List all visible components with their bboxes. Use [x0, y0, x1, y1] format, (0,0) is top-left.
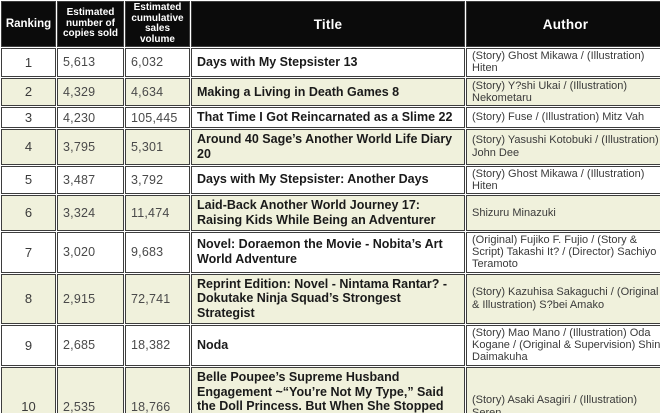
- column-header-cumulative-sales: Estimated cumulative sales volume: [125, 1, 190, 47]
- title-cell: Laid-Back Another World Journey 17: Rais…: [191, 195, 465, 231]
- copies-sold-cell: 3,324: [57, 195, 124, 231]
- cumulative-sales-cell: 72,741: [125, 273, 190, 324]
- table-body: 1 5,613 6,032 Days with My Stepsister 13…: [1, 48, 660, 413]
- title-cell: Belle Poupee’s Supreme Husband Engagemen…: [191, 366, 465, 413]
- copies-sold-cell: 4,230: [57, 107, 124, 128]
- copies-sold-cell: 5,613: [57, 48, 124, 77]
- title-cell: Noda: [191, 324, 465, 366]
- header-row: Ranking Estimated number of copies sold …: [1, 1, 660, 47]
- cumulative-sales-cell: 4,634: [125, 77, 190, 107]
- table-row: 10 2,535 18,766 Belle Poupee’s Supreme H…: [1, 366, 660, 413]
- author-cell: (Story) Mao Mano / (Illustration) Oda Ko…: [466, 324, 660, 366]
- copies-sold-cell: 3,487: [57, 165, 124, 195]
- ranking-cell: 2: [1, 77, 56, 107]
- title-cell: Days with My Stepsister 13: [191, 48, 465, 77]
- column-header-title: Title: [191, 1, 465, 47]
- ranking-cell: 6: [1, 195, 56, 231]
- cumulative-sales-cell: 5,301: [125, 129, 190, 165]
- cumulative-sales-cell: 6,032: [125, 48, 190, 77]
- column-header-ranking: Ranking: [1, 1, 56, 47]
- cumulative-sales-cell: 18,766: [125, 366, 190, 413]
- title-cell: Reprint Edition: Novel - Nintama Rantar?…: [191, 273, 465, 324]
- cumulative-sales-cell: 9,683: [125, 231, 190, 273]
- table-row: 9 2,685 18,382 Noda (Story) Mao Mano / (…: [1, 324, 660, 366]
- copies-sold-cell: 2,685: [57, 324, 124, 366]
- ranking-cell: 7: [1, 231, 56, 273]
- copies-sold-cell: 2,915: [57, 273, 124, 324]
- copies-sold-cell: 3,020: [57, 231, 124, 273]
- title-cell: Days with My Stepsister: Another Days: [191, 165, 465, 195]
- title-cell: Around 40 Sage’s Another World Life Diar…: [191, 129, 465, 165]
- column-header-author: Author: [466, 1, 660, 47]
- author-cell: Shizuru Minazuki: [466, 195, 660, 231]
- copies-sold-cell: 2,535: [57, 366, 124, 413]
- ranking-cell: 3: [1, 107, 56, 128]
- cumulative-sales-cell: 18,382: [125, 324, 190, 366]
- cumulative-sales-cell: 3,792: [125, 165, 190, 195]
- ranking-cell: 5: [1, 165, 56, 195]
- ranking-cell: 1: [1, 48, 56, 77]
- column-header-copies-sold: Estimated number of copies sold: [57, 1, 124, 47]
- author-cell: (Story) Ghost Mikawa / (Illustration) Hi…: [466, 48, 660, 77]
- cumulative-sales-cell: 11,474: [125, 195, 190, 231]
- table-row: 6 3,324 11,474 Laid-Back Another World J…: [1, 195, 660, 231]
- ranking-cell: 8: [1, 273, 56, 324]
- author-cell: (Story) Asaki Asagiri / (Illustration) S…: [466, 366, 660, 413]
- author-cell: (Story) Yasushi Kotobuki / (Illustration…: [466, 129, 660, 165]
- copies-sold-cell: 4,329: [57, 77, 124, 107]
- table-row: 2 4,329 4,634 Making a Living in Death G…: [1, 77, 660, 107]
- table-row: 3 4,230 105,445 That Time I Got Reincarn…: [1, 107, 660, 128]
- copies-sold-cell: 3,795: [57, 129, 124, 165]
- author-cell: (Original) Fujiko F. Fujio / (Story & Sc…: [466, 231, 660, 273]
- ranking-cell: 10: [1, 366, 56, 413]
- author-cell: (Story) Fuse / (Illustration) Mitz Vah: [466, 107, 660, 128]
- table-row: 5 3,487 3,792 Days with My Stepsister: A…: [1, 165, 660, 195]
- table-row: 7 3,020 9,683 Novel: Doraemon the Movie …: [1, 231, 660, 273]
- cumulative-sales-cell: 105,445: [125, 107, 190, 128]
- table-row: 1 5,613 6,032 Days with My Stepsister 13…: [1, 48, 660, 77]
- author-cell: (Story) Kazuhisa Sakaguchi / (Original &…: [466, 273, 660, 324]
- ranking-cell: 4: [1, 129, 56, 165]
- table-header: Ranking Estimated number of copies sold …: [1, 1, 660, 47]
- table-row: 4 3,795 5,301 Around 40 Sage’s Another W…: [1, 129, 660, 165]
- title-cell: That Time I Got Reincarnated as a Slime …: [191, 107, 465, 128]
- title-cell: Novel: Doraemon the Movie - Nobita’s Art…: [191, 231, 465, 273]
- ranking-cell: 9: [1, 324, 56, 366]
- author-cell: (Story) Ghost Mikawa / (Illustration) Hi…: [466, 165, 660, 195]
- table-row: 8 2,915 72,741 Reprint Edition: Novel - …: [1, 273, 660, 324]
- author-cell: (Story) Y?shi Ukai / (Illustration) Neko…: [466, 77, 660, 107]
- title-cell: Making a Living in Death Games 8: [191, 77, 465, 107]
